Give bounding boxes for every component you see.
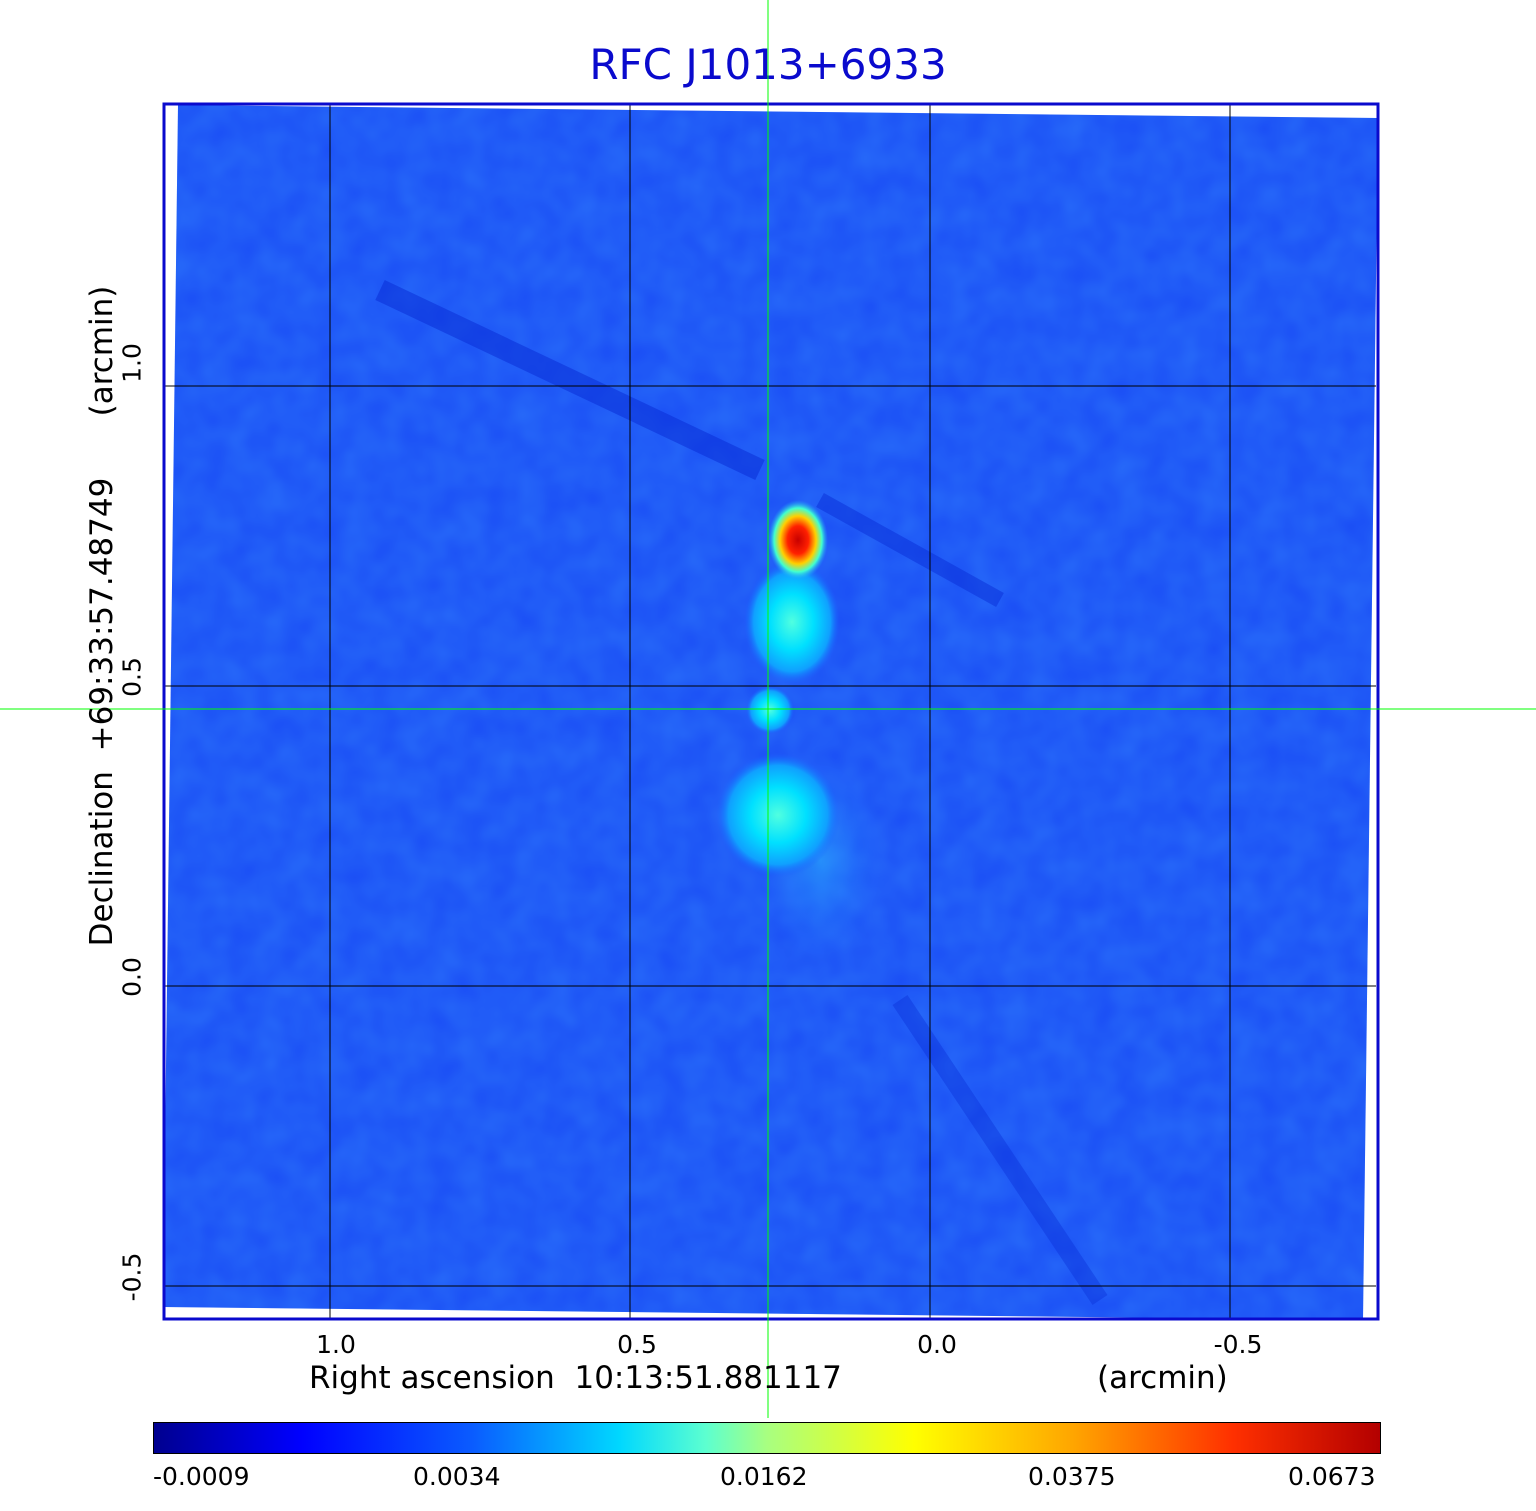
x-tick-label: 1.0	[316, 1330, 356, 1359]
colorbar-label: 0.0162	[720, 1462, 808, 1491]
y-axis-unit: (arcmin)	[84, 285, 120, 417]
y-tick-label: 1.0	[117, 343, 147, 383]
x-axis-unit: (arcmin)	[1097, 1360, 1228, 1396]
colorbar-label: -0.0009	[153, 1462, 250, 1491]
crosshair	[0, 0, 1536, 1418]
y-axis-label: Declination +69:33:57.48749	[84, 477, 120, 947]
colorbar-label: 0.0034	[413, 1462, 501, 1491]
middle-knot	[746, 686, 794, 734]
y-tick-label: -0.5	[117, 1252, 147, 1302]
plot-frame	[162, 102, 1380, 1321]
x-tick-label: 0.0	[917, 1330, 957, 1359]
x-tick-label: 0.5	[617, 1330, 657, 1359]
y-tick-label: 0.5	[117, 657, 147, 697]
y-tick-label: 0.0	[117, 957, 147, 997]
colorbar-label: 0.0673	[1288, 1462, 1376, 1491]
coordinate-grid	[165, 105, 1376, 1318]
bright-core	[768, 500, 828, 580]
south-lobe	[716, 753, 840, 877]
colorbar	[153, 1422, 1381, 1454]
x-axis-label: Right ascension 10:13:51.881117	[309, 1360, 842, 1396]
x-tick-label: -0.5	[1213, 1330, 1263, 1359]
colorbar-label: 0.0375	[1028, 1462, 1116, 1491]
